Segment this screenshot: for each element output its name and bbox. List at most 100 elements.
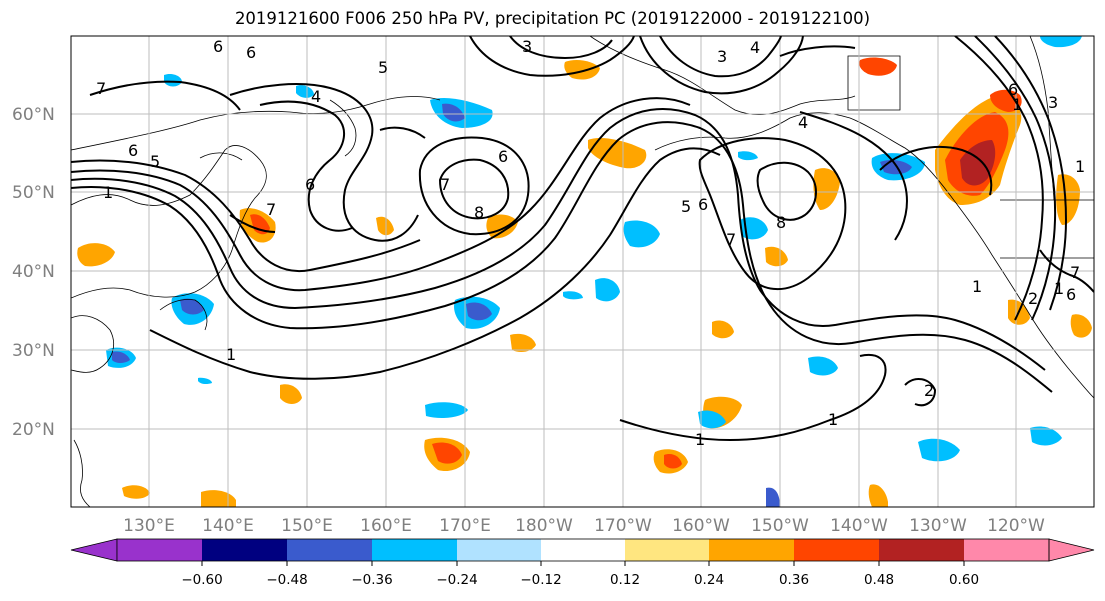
pv-contour-label: 1 [226,345,236,364]
precip-negative-area [1030,426,1062,446]
pv-contour-label: 6 [1066,285,1076,304]
map-border [70,35,1095,508]
colorbar-segment [794,539,879,561]
precip-negative-area [425,402,468,418]
colorbar-segment [964,539,1049,561]
colorbar-segment [625,539,709,561]
pv-contour-label: 6 [305,175,315,194]
colorbar-outline [116,538,1050,562]
precip-positive-area [122,485,150,499]
pv-contour-labels: 6 6 5 7 4 3 4 3 6 5 1 7 6 7 8 6 5 6 7 8 [96,37,1085,449]
pv-contour-label: 5 [150,152,160,171]
colorbar-tick-label: 0.24 [694,572,724,588]
pv-contour-label: 1 [828,410,838,429]
precip-negative-area [1040,36,1082,48]
precip-positive-area [990,89,1022,112]
pv-contour-label: 2 [924,381,934,400]
colorbar-tick-label: 0.36 [779,572,809,588]
colorbar-segment [117,539,202,561]
pv-contour-label: 1 [103,183,113,202]
lat-label: 20°N [12,420,55,440]
pv-contour-label: 6 [213,37,223,56]
precip-negative-area [918,438,960,462]
precip-positive-area [564,60,600,80]
pv-contours [71,36,1094,442]
precip-positive-area [280,384,302,404]
precip-positive-area [250,214,270,235]
pv-contour-label: 7 [266,200,276,219]
pv-contour-label: 8 [776,213,786,232]
precip-negative-area [442,103,465,122]
precip-positive-area [1070,314,1092,338]
precip-negative-area [623,220,660,248]
precip-negative-area [296,85,314,98]
pv-contour-label: 7 [726,230,736,249]
precip-positive-area [813,168,840,210]
lat-label: 40°N [12,262,55,282]
lon-label: 170°W [594,516,652,536]
latitude-labels: 60°N 50°N 40°N 30°N 20°N [12,105,55,440]
precip-negative-area [738,151,758,161]
colorbar-tick-label: 0.60 [949,572,979,588]
pv-contour-label: 6 [246,43,256,62]
colorbar-tick-label: −0.48 [266,572,307,588]
lon-label: 140°W [830,516,888,536]
gridlines [71,36,1094,507]
precip-positive-area [432,442,462,464]
precip-negative-area [164,73,182,87]
map-title: 2019121600 F006 250 hPa PV, precipitatio… [234,9,871,28]
pv-contour-label: 1 [972,277,982,296]
colorbar-segment [202,539,287,561]
pv-contour-label: 3 [717,47,727,66]
pv-contour-label: 4 [750,38,760,57]
colorbar-tick-label: −0.36 [351,572,392,588]
pv-contour-label: 2 [1028,289,1038,308]
colorbar-tick-label: −0.24 [436,572,477,588]
precip-shading [77,36,1092,507]
precip-positive-area [77,243,115,267]
precip-negative-area [563,291,583,300]
lon-label: 120°W [987,516,1045,536]
colorbar-tick-labels: −0.60 −0.48 −0.36 −0.24 −0.12 0.12 0.24 … [181,572,979,588]
precip-positive-area [859,57,897,76]
lat-label: 50°N [12,183,55,203]
colorbar-segment [287,539,372,561]
precip-positive-area [712,320,734,339]
pv-contour-label: 7 [1070,263,1080,282]
lon-label: 180°W [515,516,573,536]
colorbar-extend-high [1048,538,1095,562]
precip-negative-area [198,377,212,385]
pv-contour-label: 1 [1012,95,1022,114]
lon-label: 130°W [909,516,967,536]
pv-contour-label: 1 [695,430,705,449]
colorbar-tick-label: 0.12 [610,572,640,588]
precip-positive-area [868,484,888,507]
lon-label: 130°E [123,516,175,536]
colorbar-tick-label: −0.60 [181,572,222,588]
colorbar: −0.60 −0.48 −0.36 −0.24 −0.12 0.12 0.24 … [70,538,1095,588]
colorbar-segment [709,539,794,561]
colorbar-segment [541,539,625,561]
colorbar-tick-label: 0.48 [864,572,894,588]
pv-contour-label: 7 [440,175,450,194]
precip-positive-area [376,216,394,236]
pv-contour-label: 6 [698,195,708,214]
pv-contour-label: 5 [681,197,691,216]
precip-positive-area [510,333,536,353]
pv-contour-label: 1 [1054,279,1064,298]
map-panel: 6 6 5 7 4 3 4 3 6 5 1 7 6 7 8 6 5 6 7 8 [70,35,1095,508]
lon-label: 170°E [439,516,491,536]
lat-label: 30°N [12,341,55,361]
precip-negative-area [766,487,780,507]
precip-negative-area [698,410,726,429]
pv-contour-label: 5 [378,58,388,77]
colorbar-segment [457,539,541,561]
lat-label: 60°N [12,105,55,125]
pv-contour-label: 4 [798,113,808,132]
lon-label: 150°E [281,516,333,536]
precip-positive-area [960,140,996,186]
precip-negative-area [808,356,838,376]
colorbar-extend-low [70,538,118,562]
lon-label: 140°E [202,516,254,536]
